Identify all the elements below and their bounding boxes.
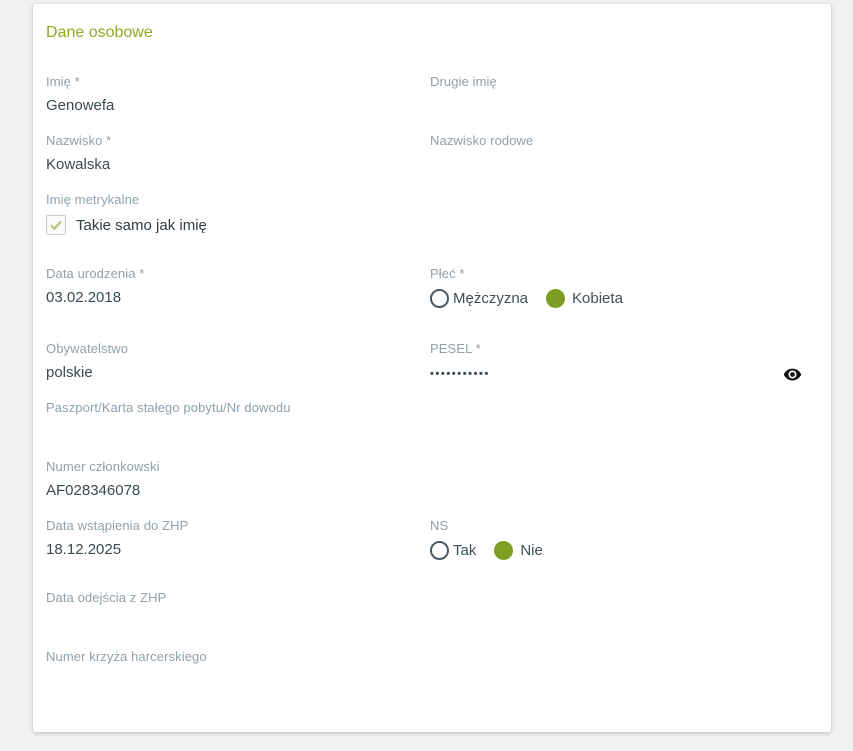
row-last-name: Nazwisko * Kowalska Nazwisko rodowe [46, 133, 814, 192]
field-drugie-imie-label: Drugie imię [430, 74, 497, 89]
field-nazwisko-label: Nazwisko * [46, 133, 112, 148]
row-scout-cross-number: Numer krzyża harcerskiego [46, 649, 814, 708]
row-first-name: Imię * Genowefa Drugie imię [46, 74, 814, 133]
radio-mezczyzna-circle [430, 289, 449, 308]
field-data-odejscia-label: Data odejścia z ZHP [46, 590, 167, 605]
field-data-wstapienia-value: 18.12.2025 [46, 541, 122, 558]
field-nazwisko-value: Kowalska [46, 156, 111, 173]
field-nazwisko-rodowe: Nazwisko rodowe [430, 133, 814, 192]
radio-mezczyzna[interactable]: Mężczyzna [430, 289, 528, 308]
field-nazwisko: Nazwisko * Kowalska [46, 133, 430, 192]
visibility-icon[interactable] [782, 364, 802, 384]
row-leave-date: Data odejścia z ZHP [46, 590, 814, 649]
field-numer-czlonkowski: Numer członkowski AF028346078 [46, 459, 430, 518]
field-ns: NS Tak Nie [430, 518, 814, 590]
radio-tak[interactable]: Tak [430, 541, 476, 560]
plec-radio-group: Mężczyzna Kobieta [430, 289, 814, 308]
row-birth-date-sex: Data urodzenia * 03.02.2018 Płeć * Mężcz… [46, 266, 814, 341]
row-birth-certificate-name: Imię metrykalne Takie samo jak imię [46, 192, 814, 266]
field-drugie-imie: Drugie imię [430, 74, 814, 133]
field-imie-label: Imię * [46, 74, 80, 89]
field-obywatelstwo-label: Obywatelstwo [46, 341, 129, 356]
row-citizenship-pesel: Obywatelstwo polskie PESEL * ••••••••••• [46, 341, 814, 400]
checkmark-icon [50, 220, 62, 231]
field-numer-czlonkowski-value: AF028346078 [46, 482, 141, 499]
field-data-odejscia: Data odejścia z ZHP [46, 590, 430, 649]
field-numer-czlonkowski-label: Numer członkowski [46, 459, 160, 474]
field-data-urodzenia-label: Data urodzenia * [46, 266, 145, 281]
field-pesel-masked-value: ••••••••••• [430, 368, 490, 380]
field-plec-label: Płeć * [430, 266, 465, 281]
field-imie-value: Genowefa [46, 97, 115, 114]
field-imie-metrykalne-label: Imię metrykalne [46, 192, 140, 207]
row-document: Paszport/Karta stałego pobytu/Nr dowodu [46, 400, 814, 459]
radio-nie-circle [494, 541, 514, 560]
field-nazwisko-rodowe-label: Nazwisko rodowe [430, 133, 534, 148]
section-title: Dane osobowe [46, 24, 153, 41]
field-imie: Imię * Genowefa [46, 74, 430, 133]
radio-tak-label: Tak [453, 542, 477, 559]
field-data-urodzenia-value: 03.02.2018 [46, 289, 122, 306]
ns-radio-group: Tak Nie [430, 541, 814, 560]
radio-nie-label: Nie [520, 542, 543, 559]
radio-kobieta[interactable]: Kobieta [546, 289, 623, 308]
radio-tak-circle [430, 541, 449, 560]
radio-mezczyzna-label: Mężczyzna [453, 290, 529, 307]
same-as-first-name-checkbox[interactable] [46, 215, 66, 235]
field-pesel-label: PESEL * [430, 341, 481, 356]
field-imie-metrykalne: Imię metrykalne Takie samo jak imię [46, 192, 430, 266]
radio-kobieta-circle [546, 289, 566, 308]
same-as-first-name-label: Takie samo jak imię [76, 216, 207, 234]
field-obywatelstwo: Obywatelstwo polskie [46, 341, 430, 400]
field-plec: Płeć * Mężczyzna Kobieta [430, 266, 814, 341]
personal-data-card: Dane osobowe Imię * Genowefa Drugie imię… [33, 4, 831, 732]
field-ns-label: NS [430, 518, 449, 533]
field-pesel: PESEL * ••••••••••• [430, 341, 814, 400]
row-join-date-ns: Data wstąpienia do ZHP 18.12.2025 NS Tak… [46, 518, 814, 590]
field-numer-krzyza: Numer krzyża harcerskiego [46, 649, 430, 708]
field-obywatelstwo-value: polskie [46, 364, 93, 381]
field-dokument-label: Paszport/Karta stałego pobytu/Nr dowodu [46, 400, 291, 415]
field-numer-krzyza-label: Numer krzyża harcerskiego [46, 649, 207, 664]
row-member-number: Numer członkowski AF028346078 [46, 459, 814, 518]
radio-nie[interactable]: Nie [494, 541, 543, 560]
field-data-wstapienia-label: Data wstąpienia do ZHP [46, 518, 189, 533]
field-data-wstapienia: Data wstąpienia do ZHP 18.12.2025 [46, 518, 430, 590]
radio-kobieta-label: Kobieta [572, 290, 623, 307]
field-dokument: Paszport/Karta stałego pobytu/Nr dowodu [46, 400, 430, 459]
field-data-urodzenia: Data urodzenia * 03.02.2018 [46, 266, 430, 341]
